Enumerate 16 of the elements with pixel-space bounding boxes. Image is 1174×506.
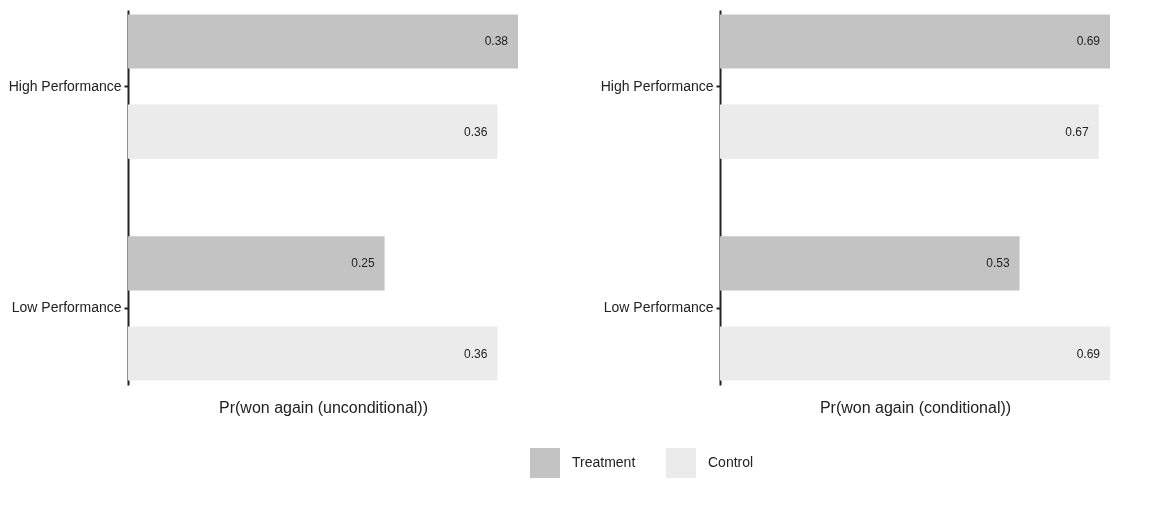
data-label: 0.36	[464, 124, 488, 139]
data-label: 0.25	[351, 256, 375, 271]
x-axis-title: Pr(won again (unconditional))	[219, 398, 428, 416]
y-tick-label: High Performance	[8, 77, 122, 94]
y-tick-label: High Performance	[600, 77, 714, 94]
legend-label: Treatment	[572, 454, 636, 470]
data-label: 0.38	[484, 34, 509, 49]
data-label: 0.36	[464, 346, 488, 361]
y-tick-label: Low Performance	[603, 299, 714, 316]
y-tick-label: Low Performance	[11, 299, 122, 316]
data-label: 0.69	[1076, 346, 1101, 361]
legend-label: Control	[708, 454, 754, 470]
data-label: 0.69	[1076, 34, 1101, 49]
data-label: 0.67	[1065, 124, 1090, 139]
x-axis-title: Pr(won again (conditional))	[819, 398, 1012, 416]
data-label: 0.53	[986, 256, 1010, 271]
